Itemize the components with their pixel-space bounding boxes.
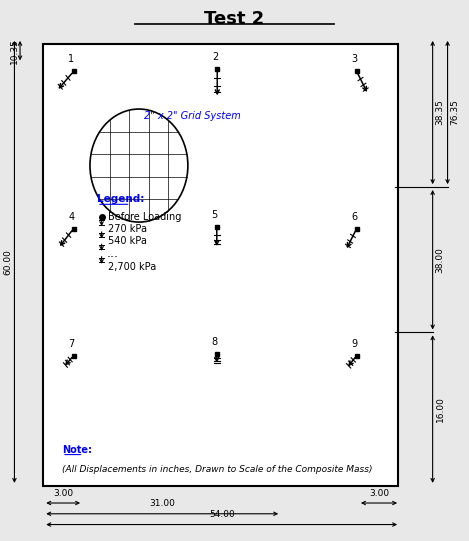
Text: 3: 3: [351, 54, 357, 64]
Text: (All Displacements in inches, Drawn to Scale of the Composite Mass): (All Displacements in inches, Drawn to S…: [62, 465, 372, 474]
Bar: [43, 44, 398, 486]
Text: Legend:: Legend:: [97, 194, 144, 204]
Text: 8: 8: [212, 337, 218, 347]
Text: 38.35: 38.35: [436, 100, 445, 126]
Text: 5: 5: [212, 210, 218, 220]
Text: 16.00: 16.00: [436, 396, 445, 422]
Text: Note:: Note:: [62, 445, 92, 454]
Text: 270 kPa: 270 kPa: [108, 224, 147, 234]
Text: ...: ...: [106, 247, 118, 260]
Text: 9: 9: [351, 339, 357, 348]
Text: 3.00: 3.00: [369, 489, 389, 498]
Text: 2: 2: [212, 52, 218, 62]
Text: 3.00: 3.00: [53, 489, 73, 498]
Text: 6: 6: [351, 212, 357, 221]
Text: 2,700 kPa: 2,700 kPa: [108, 262, 156, 272]
Text: 38.00: 38.00: [436, 247, 445, 273]
Text: 31.00: 31.00: [149, 499, 175, 509]
Text: 2" x 2" Grid System: 2" x 2" Grid System: [144, 111, 240, 121]
Text: 10.35: 10.35: [9, 38, 18, 64]
Text: 7: 7: [68, 339, 75, 348]
Text: 60.00: 60.00: [3, 249, 12, 275]
Text: 54.00: 54.00: [209, 510, 234, 519]
Text: 76.35: 76.35: [451, 100, 460, 126]
Text: 4: 4: [68, 212, 75, 221]
Text: 540 kPa: 540 kPa: [108, 236, 147, 247]
Text: Test 2: Test 2: [204, 10, 265, 28]
Text: Before Loading: Before Loading: [108, 212, 182, 222]
Text: 1: 1: [68, 54, 75, 64]
